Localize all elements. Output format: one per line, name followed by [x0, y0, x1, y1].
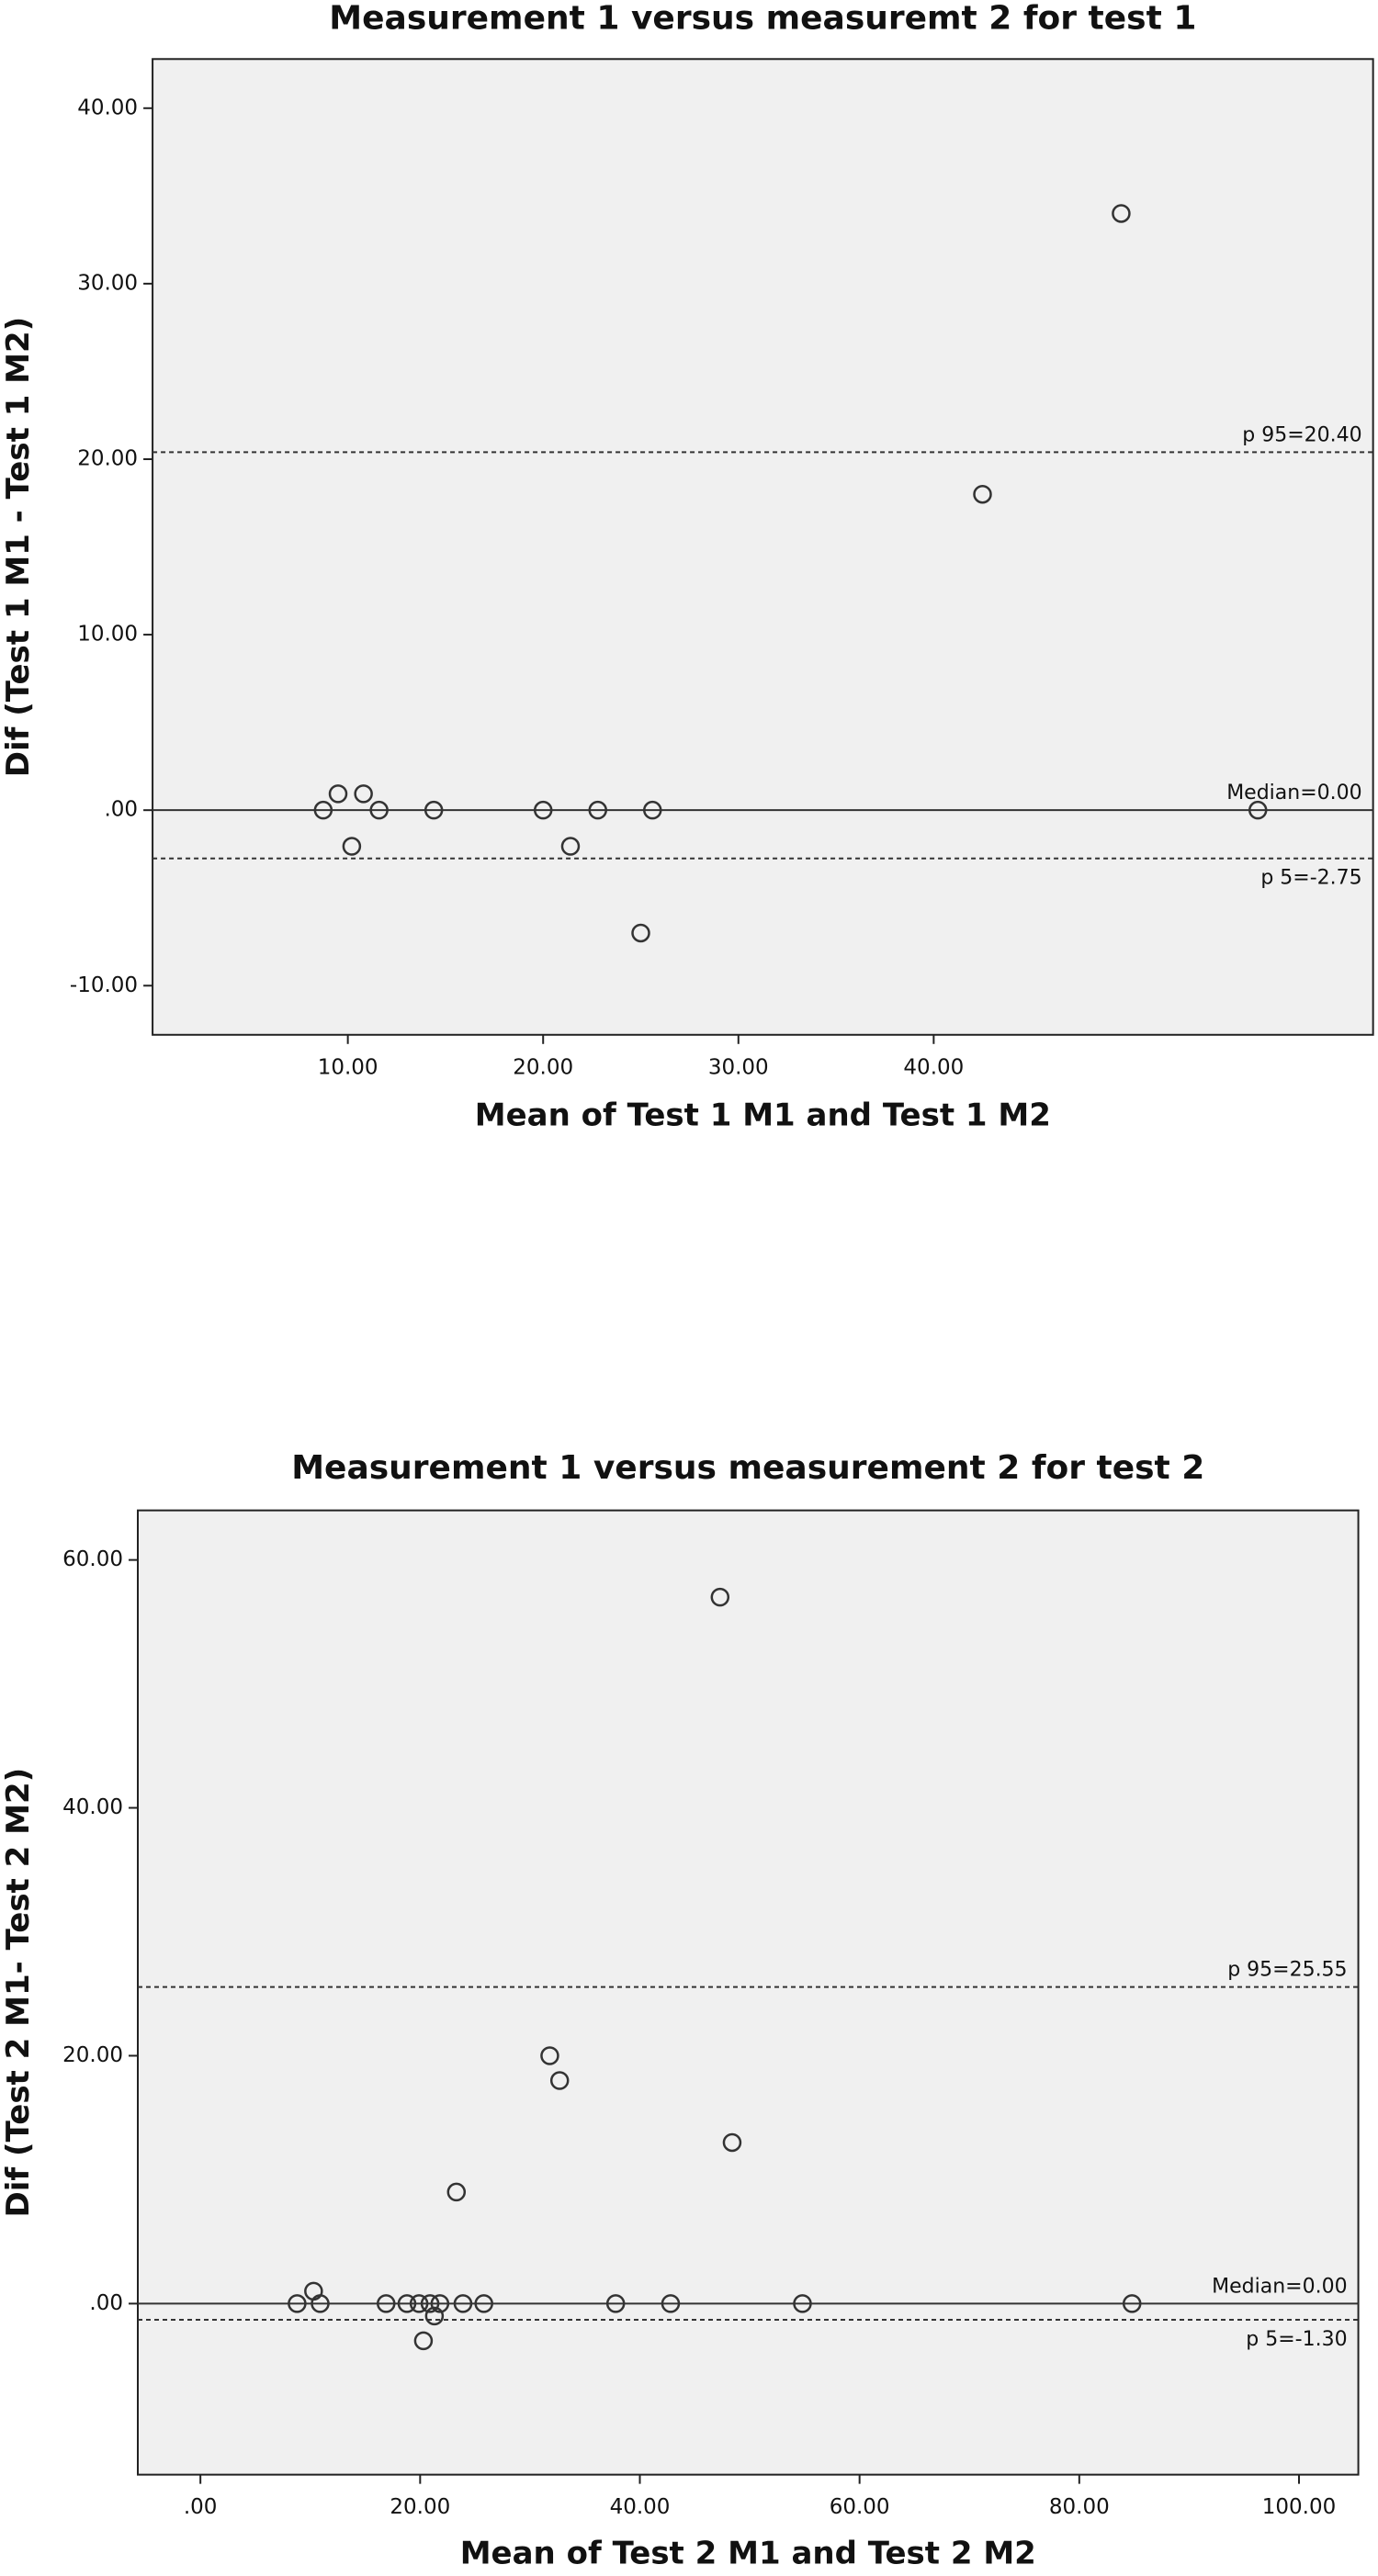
data-point [588, 800, 607, 820]
data-point [973, 484, 992, 504]
y-tick-label: 60.00 [62, 1547, 123, 1571]
data-point [533, 800, 553, 820]
x-tick-label: 10.00 [318, 1055, 378, 1079]
chart-title: Measurement 1 versus measurement 2 for t… [291, 1449, 1204, 1487]
y-tick-label: 10.00 [77, 623, 138, 647]
data-point [446, 2182, 467, 2202]
chart-title: Measurement 1 versus measuremt 2 for tes… [329, 0, 1196, 37]
reference-label: p 5=-2.75 [1260, 867, 1361, 890]
x-tick-label: 40.00 [610, 2495, 671, 2519]
x-tick-label: 20.00 [513, 1055, 573, 1079]
y-tick-label: 30.00 [77, 271, 138, 295]
data-point [1248, 800, 1268, 820]
y-tick-label: -10.00 [70, 973, 138, 997]
y-tick-label: .00 [89, 2291, 123, 2315]
data-point [420, 2294, 440, 2313]
data-point [560, 837, 581, 856]
data-point [453, 2294, 473, 2313]
data-point [793, 2294, 812, 2313]
y-tick-label: 40.00 [62, 1795, 123, 1819]
data-point [342, 837, 362, 856]
data-point [549, 2071, 570, 2090]
data-point [313, 800, 333, 820]
x-axis-label: Mean of Test 2 M1 and Test 2 M2 [460, 2536, 1036, 2572]
data-point [424, 2306, 445, 2326]
data-point [1122, 2294, 1142, 2313]
x-tick-label: .00 [184, 2495, 218, 2519]
plot-area [152, 58, 1374, 1036]
data-point [661, 2294, 681, 2313]
y-tick-label: .00 [104, 798, 138, 822]
data-point [631, 923, 650, 943]
y-axis-label: Dif (Test 1 M1 - Test 1 M2) [0, 317, 37, 777]
data-point [710, 1587, 730, 1607]
data-point [409, 2294, 429, 2313]
plot-area [137, 1509, 1360, 2476]
x-axis-label: Mean of Test 1 M1 and Test 1 M2 [475, 1097, 1051, 1134]
y-axis-label: Dif (Test 2 M1- Test 2 M2) [0, 1768, 37, 2218]
data-point [354, 784, 373, 804]
data-point [397, 2294, 417, 2313]
reference-label: Median=0.00 [1226, 782, 1361, 804]
x-tick-label: 100.00 [1262, 2495, 1336, 2519]
data-point [474, 2294, 493, 2313]
reference-label: p 95=25.55 [1227, 1959, 1347, 1982]
x-tick-label: 60.00 [830, 2495, 890, 2519]
x-tick-label: 40.00 [903, 1055, 964, 1079]
data-point [1112, 204, 1131, 223]
data-point [430, 2294, 450, 2313]
reference-label: p 95=20.40 [1242, 423, 1361, 446]
y-tick-label: 20.00 [77, 446, 138, 470]
y-tick-label: 40.00 [77, 96, 138, 119]
data-point [540, 2046, 559, 2065]
y-tick-label: 20.00 [62, 2043, 123, 2067]
data-point [605, 2294, 626, 2313]
data-point [643, 800, 662, 820]
data-point [311, 2294, 330, 2313]
data-point [288, 2294, 307, 2313]
x-tick-label: 20.00 [390, 2495, 450, 2519]
data-point [369, 800, 389, 820]
x-tick-label: 30.00 [708, 1055, 769, 1079]
reference-label: Median=0.00 [1212, 2275, 1347, 2298]
reference-label: p 5=-1.30 [1246, 2328, 1347, 2351]
data-point [424, 800, 444, 820]
x-tick-label: 80.00 [1049, 2495, 1110, 2519]
data-point [722, 2132, 742, 2153]
data-point [328, 784, 348, 804]
data-point [377, 2294, 396, 2313]
data-point [413, 2331, 434, 2351]
